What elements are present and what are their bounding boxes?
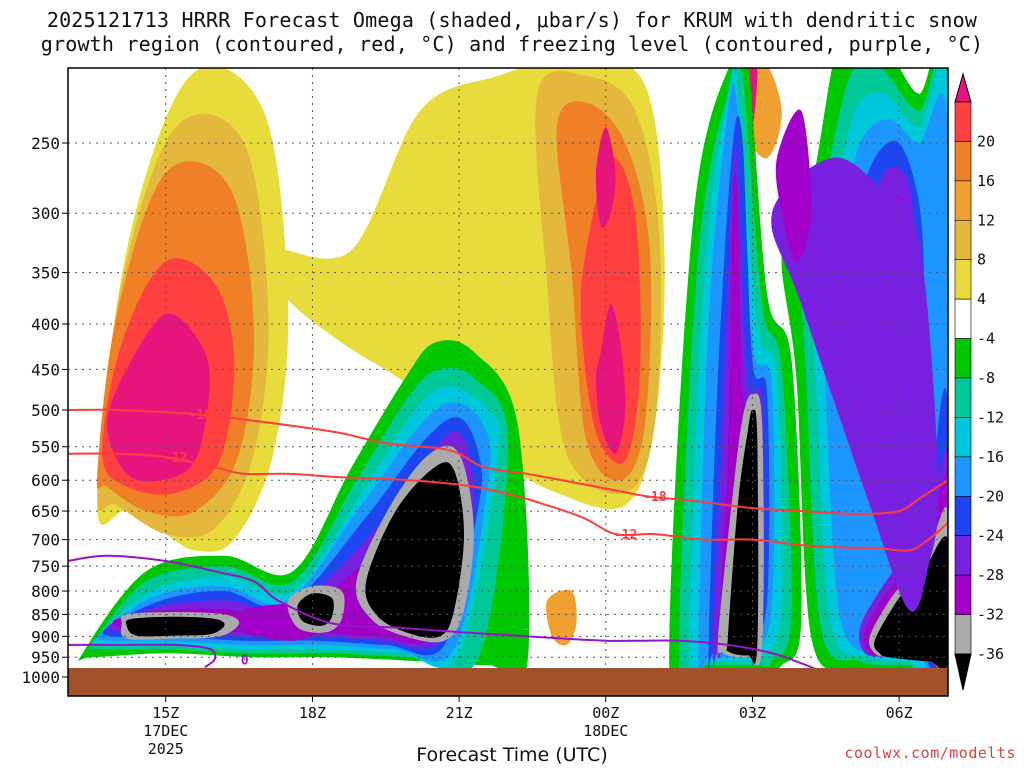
colorbar-segment — [954, 298, 972, 339]
dendritic-isotherm-line — [527, 498, 948, 552]
freezing-level-line — [68, 554, 817, 671]
colorbar-label: -4 — [977, 330, 995, 348]
dendritic-isotherm-line — [527, 472, 948, 516]
chart-title-line1: 2025121713 HRRR Forecast Omega (shaded, … — [46, 8, 978, 32]
colorbar-segment — [954, 259, 972, 300]
colorbar-label: -32 — [977, 606, 1004, 624]
y-tick-label: 600 — [31, 471, 60, 490]
omega-region — [365, 462, 464, 638]
freezing-level-line — [68, 643, 217, 669]
colorbar-label: -8 — [977, 369, 995, 387]
colorbar-label: -20 — [977, 487, 1004, 505]
credit-link[interactable]: coolwx.com/modelts — [844, 744, 1016, 762]
omega-region — [596, 304, 626, 454]
colorbar-segment — [954, 180, 972, 221]
y-tick-label: 350 — [31, 264, 60, 283]
colorbar-label: -28 — [977, 566, 1004, 584]
contour-label: -18 — [643, 490, 667, 505]
colorbar-segment — [954, 535, 972, 576]
y-tick-label: 700 — [31, 531, 60, 550]
omega-region — [546, 589, 577, 646]
y-tick-label: 850 — [31, 605, 60, 624]
colorbar-label: -12 — [977, 408, 1004, 426]
colorbar-segment — [954, 219, 972, 261]
y-tick-label: 650 — [31, 502, 60, 521]
y-tick-label: 1000 — [21, 668, 60, 687]
y-tick-label: 500 — [31, 401, 60, 420]
contour-label: 0 — [241, 653, 249, 668]
colorbar-label: 16 — [977, 172, 995, 190]
colorbar-top-arrow — [954, 72, 972, 103]
colorbar-segment — [954, 101, 972, 142]
omega-region — [125, 616, 225, 637]
colorbar-label: 20 — [977, 132, 995, 150]
chart-title-line2: growth region (contoured, red, °C) and f… — [40, 32, 984, 56]
dendritic-isotherm-line — [68, 408, 528, 475]
colorbar-label: 8 — [977, 251, 986, 269]
colorbar-segment — [954, 377, 972, 418]
colorbar-label: 4 — [977, 290, 986, 308]
x-tick-label: 15Z — [152, 704, 179, 722]
x-tick-label: 00Z — [592, 704, 619, 722]
y-tick-label: 950 — [31, 648, 60, 667]
dendritic-isotherm-line — [68, 452, 528, 500]
contour-label: -12 — [164, 451, 187, 466]
x-tick-label: 2025 — [148, 740, 184, 758]
x-tick-label: 06Z — [886, 704, 913, 722]
colorbar-label: -24 — [977, 527, 1004, 545]
plot-frame — [67, 67, 949, 697]
y-axis: 250 300 350 400 450 500 550 600 650 700 750 800 850 9… — [21, 134, 68, 687]
omega-region — [595, 127, 616, 229]
contour-label: -18 — [188, 408, 212, 423]
y-tick-label: 450 — [31, 360, 60, 379]
omega-region — [297, 593, 334, 626]
x-tick-label: 17DEC — [143, 722, 188, 740]
y-tick-label: 750 — [31, 557, 60, 576]
y-tick-label: 250 — [31, 134, 60, 153]
colorbar-label: -36 — [977, 645, 1004, 663]
y-tick-label: 300 — [31, 204, 60, 223]
colorbar-segment — [954, 614, 972, 655]
isotherm-contours: -18 -18 -12 -12 0 — [68, 408, 948, 671]
x-tick-label: 21Z — [446, 704, 473, 722]
omega-shading — [78, 68, 948, 696]
omega-region — [107, 313, 210, 482]
contour-label: -12 — [614, 528, 637, 543]
y-tick-label: 400 — [31, 315, 60, 334]
colorbar-label: -16 — [977, 448, 1004, 466]
y-tick-label: 900 — [31, 627, 60, 646]
colorbar-segment — [954, 417, 972, 458]
colorbar-segment — [954, 141, 972, 182]
y-tick-label: 550 — [31, 438, 60, 457]
omega-region — [775, 109, 812, 262]
colorbar-segment — [954, 574, 972, 615]
omega-region — [771, 157, 939, 612]
colorbar-label: 12 — [977, 211, 995, 229]
x-tick-label: 18Z — [299, 704, 326, 722]
colorbar-segment — [954, 456, 972, 497]
colorbar: 20 16 12 8 4 -4 -8 -12 -16 -20 -24 -28 -32 -36 — [954, 72, 1004, 691]
ground-terrain — [68, 668, 948, 696]
colorbar-segment — [954, 338, 972, 379]
omega-region — [726, 409, 759, 664]
y-tick-label: 800 — [31, 582, 60, 601]
x-axis-label: Forecast Time (UTC) — [416, 744, 608, 766]
colorbar-segment — [954, 495, 972, 537]
x-tick-label: 03Z — [739, 704, 766, 722]
colorbar-bottom-arrow — [954, 653, 972, 691]
x-tick-label: 18DEC — [583, 722, 628, 740]
